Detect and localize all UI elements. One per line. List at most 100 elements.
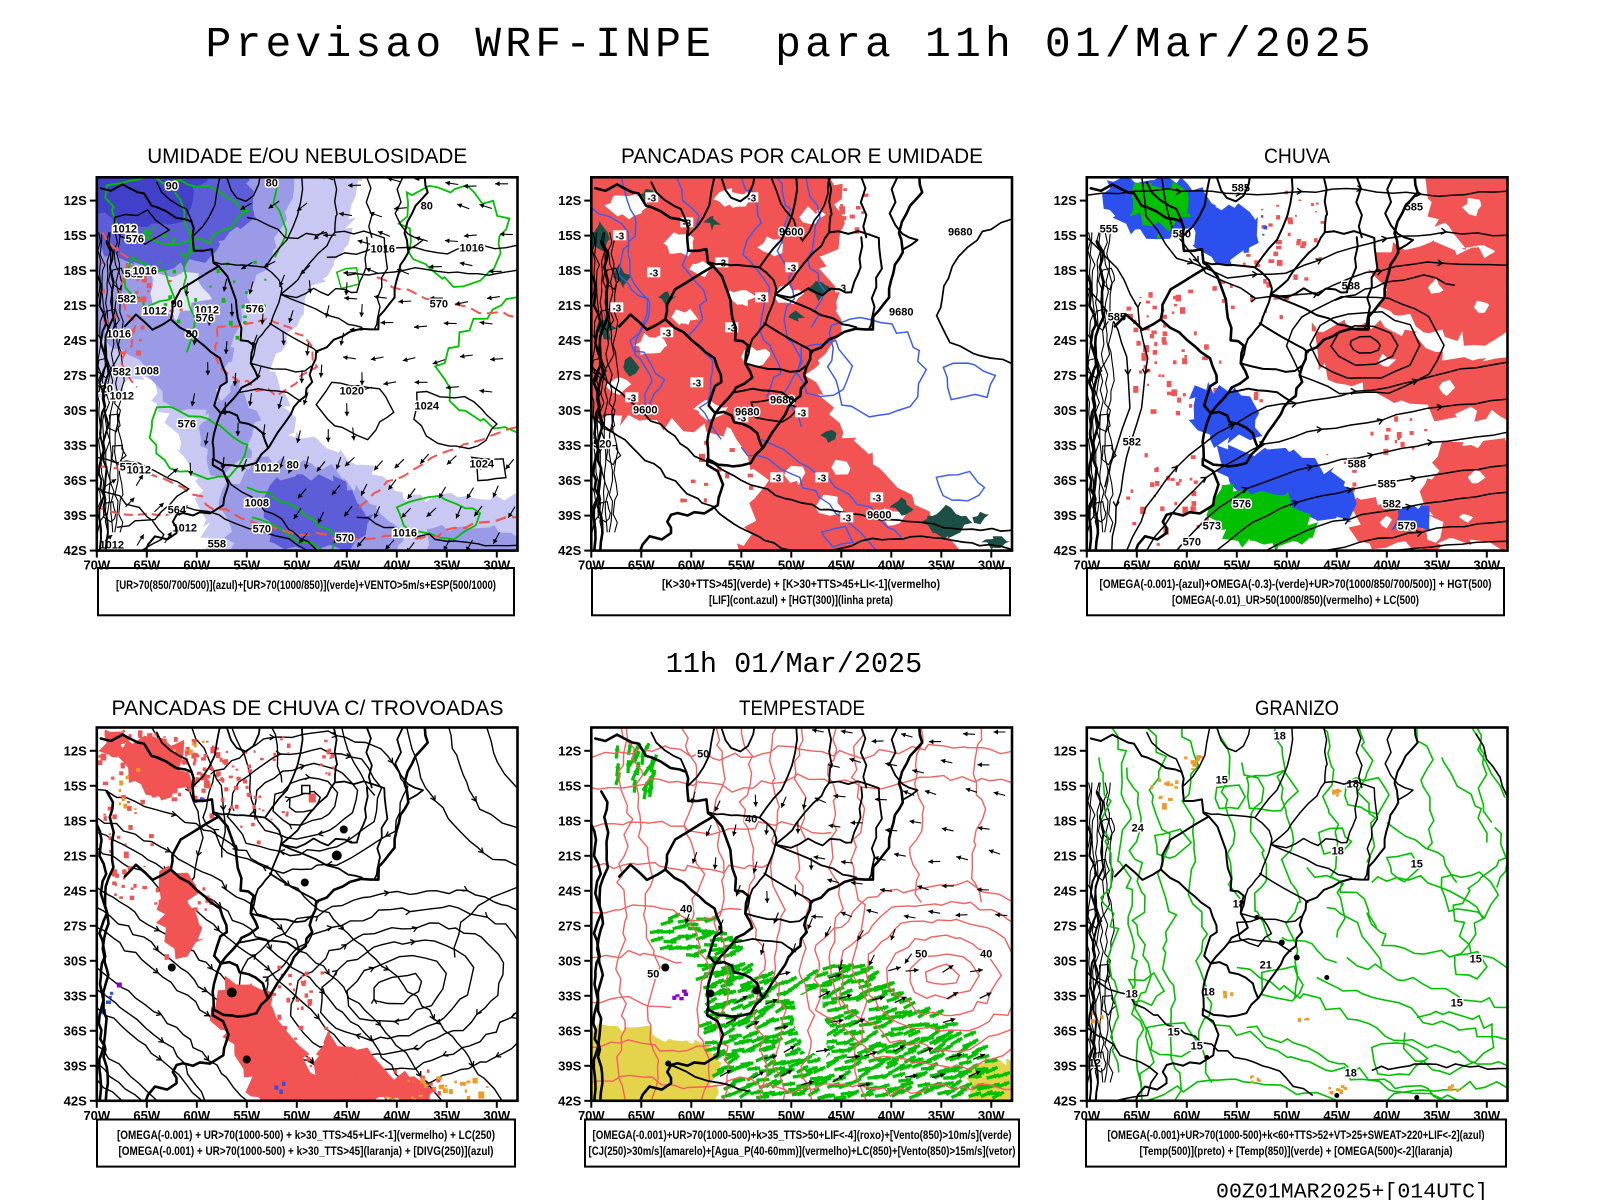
svg-text:35W: 35W	[1423, 1108, 1450, 1123]
svg-text:30S: 30S	[1054, 953, 1077, 968]
svg-text:11h 01/Mar/2025: 11h 01/Mar/2025	[666, 648, 923, 681]
svg-text:24S: 24S	[1054, 333, 1077, 348]
svg-text:15S: 15S	[558, 228, 581, 243]
svg-text:30S: 30S	[558, 403, 581, 418]
svg-text:70W: 70W	[83, 1108, 110, 1123]
svg-text:60W: 60W	[678, 558, 705, 573]
svg-text:33S: 33S	[64, 438, 87, 453]
svg-text:50W: 50W	[1273, 1108, 1300, 1123]
svg-text:1008: 1008	[245, 497, 269, 509]
svg-text:39S: 39S	[1054, 1058, 1077, 1073]
svg-text:[Temp(500)](preto) + [Temp(850: [Temp(500)](preto) + [Temp(850)](verde) …	[1140, 1146, 1453, 1158]
svg-text:579: 579	[1398, 520, 1416, 532]
svg-text:21S: 21S	[1054, 298, 1077, 313]
svg-text:50: 50	[915, 949, 927, 961]
svg-text:-3: -3	[649, 268, 658, 279]
svg-text:-3: -3	[737, 413, 746, 424]
svg-text:TEMPESTADE: TEMPESTADE	[739, 697, 865, 720]
svg-text:24S: 24S	[1054, 883, 1077, 898]
svg-text:35W: 35W	[433, 558, 460, 573]
svg-text:30W: 30W	[978, 1108, 1005, 1123]
svg-text:33S: 33S	[1054, 988, 1077, 1003]
svg-text:27S: 27S	[64, 918, 87, 933]
svg-text:55W: 55W	[233, 558, 260, 573]
svg-text:30S: 30S	[64, 953, 87, 968]
svg-text:00Z01MAR2025+[014UTC]: 00Z01MAR2025+[014UTC]	[1216, 1181, 1488, 1200]
svg-text:33S: 33S	[558, 438, 581, 453]
svg-text:15S: 15S	[1054, 778, 1077, 793]
svg-text:570: 570	[120, 461, 138, 473]
svg-text:1016: 1016	[371, 243, 395, 255]
svg-text:36S: 36S	[558, 473, 581, 488]
svg-text:30W: 30W	[483, 1108, 510, 1123]
svg-text:-3: -3	[627, 393, 636, 404]
svg-text:-3: -3	[797, 408, 806, 419]
svg-text:21S: 21S	[558, 298, 581, 313]
svg-text:45W: 45W	[333, 1108, 360, 1123]
svg-text:24S: 24S	[558, 333, 581, 348]
svg-text:36S: 36S	[64, 473, 87, 488]
svg-text:PANCADAS POR CALOR E UMIDADE: PANCADAS POR CALOR E UMIDADE	[621, 145, 983, 168]
svg-text:18S: 18S	[64, 263, 87, 278]
svg-text:15S: 15S	[64, 778, 87, 793]
svg-text:-3: -3	[772, 473, 781, 484]
svg-text:1012: 1012	[173, 522, 197, 534]
svg-text:576: 576	[196, 312, 214, 324]
svg-text:21S: 21S	[1054, 848, 1077, 863]
svg-text:70W: 70W	[578, 1108, 605, 1123]
svg-text:65W: 65W	[1123, 1108, 1150, 1123]
svg-text:18S: 18S	[558, 813, 581, 828]
svg-text:36S: 36S	[1054, 1023, 1077, 1038]
svg-text:-3: -3	[692, 378, 701, 389]
svg-text:15S: 15S	[64, 228, 87, 243]
svg-text:35W: 35W	[928, 1108, 955, 1123]
svg-text:70W: 70W	[1073, 558, 1100, 573]
svg-text:35W: 35W	[1423, 558, 1450, 573]
svg-text:50W: 50W	[283, 1108, 310, 1123]
svg-text:55W: 55W	[1223, 558, 1250, 573]
svg-text:39S: 39S	[558, 508, 581, 523]
svg-text:-3: -3	[787, 263, 796, 274]
svg-text:36S: 36S	[1054, 473, 1077, 488]
svg-text:585: 585	[1378, 478, 1396, 490]
svg-text:39S: 39S	[64, 1058, 87, 1073]
svg-text:27S: 27S	[558, 918, 581, 933]
svg-text:-3: -3	[842, 513, 851, 524]
svg-text:570: 570	[1183, 536, 1201, 548]
svg-text:42S: 42S	[558, 1093, 581, 1108]
svg-text:40W: 40W	[1373, 1108, 1400, 1123]
svg-text:80: 80	[421, 200, 433, 212]
svg-text:30W: 30W	[483, 558, 510, 573]
svg-text:-3: -3	[757, 293, 766, 304]
svg-text:24S: 24S	[64, 333, 87, 348]
svg-text:18: 18	[1332, 846, 1344, 858]
svg-text:30S: 30S	[1054, 403, 1077, 418]
svg-text:80: 80	[287, 459, 299, 471]
svg-text:1024: 1024	[415, 400, 440, 412]
svg-text:576: 576	[126, 233, 144, 245]
svg-text:[OMEGA(-0.001) + UR>70(1000-50: [OMEGA(-0.001) + UR>70(1000-500) + k>30_…	[117, 1130, 495, 1142]
svg-text:55W: 55W	[728, 1108, 755, 1123]
svg-text:588: 588	[1342, 280, 1360, 292]
svg-text:15: 15	[1411, 859, 1423, 871]
svg-text:70W: 70W	[83, 558, 110, 573]
svg-text:573: 573	[1203, 520, 1221, 532]
svg-text:9600: 9600	[779, 226, 803, 238]
svg-text:570: 570	[336, 532, 354, 544]
svg-text:40W: 40W	[383, 558, 410, 573]
svg-text:24S: 24S	[558, 883, 581, 898]
svg-text:1012: 1012	[143, 305, 167, 317]
svg-text:576: 576	[1233, 498, 1251, 510]
svg-text:15: 15	[1191, 1041, 1203, 1053]
svg-text:35W: 35W	[928, 558, 955, 573]
svg-text:27S: 27S	[1054, 918, 1077, 933]
svg-text:12S: 12S	[558, 193, 581, 208]
svg-text:60W: 60W	[183, 558, 210, 573]
svg-text:582: 582	[118, 293, 136, 305]
svg-text:15: 15	[1216, 775, 1228, 787]
svg-text:15: 15	[1470, 954, 1482, 966]
svg-text:50W: 50W	[778, 558, 805, 573]
svg-text:Previsao WRF-INPE para 11h 01: Previsao WRF-INPE para 11h 01/Mar/2025	[206, 20, 1371, 69]
svg-text:40W: 40W	[878, 1108, 905, 1123]
svg-text:18S: 18S	[558, 263, 581, 278]
